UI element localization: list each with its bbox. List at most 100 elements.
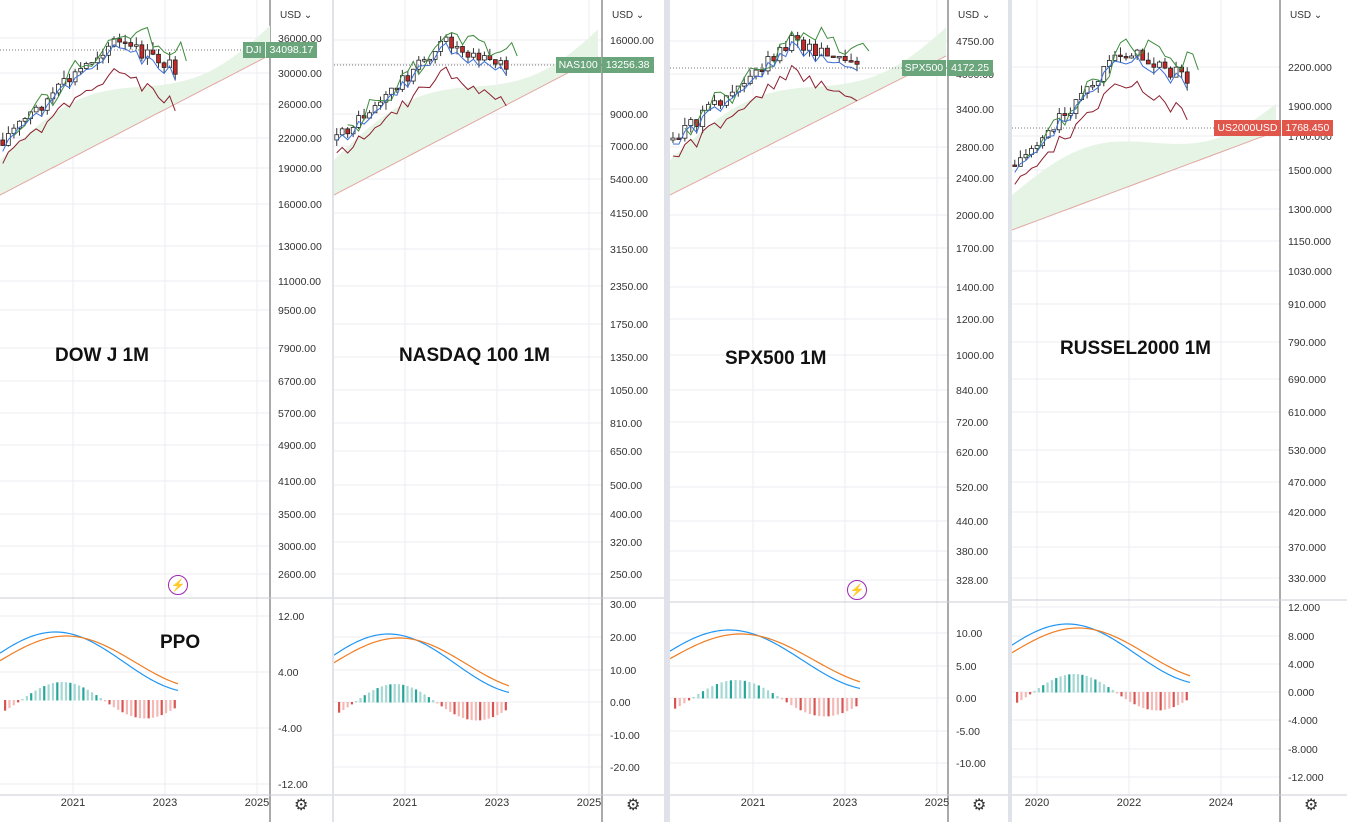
ppo-histogram-bar	[60, 682, 63, 701]
ppo-histogram-bar	[121, 700, 124, 713]
ichimoku-cloud	[0, 25, 270, 195]
ppo-signal-line	[0, 635, 179, 685]
price-tick-label: 2600.00	[278, 569, 316, 581]
ppo-histogram-bar	[414, 689, 418, 703]
price-tick-label: 1400.00	[956, 282, 994, 294]
ppo-histogram-bar	[25, 695, 28, 701]
ppo-histogram-bar	[855, 698, 858, 707]
ppo-histogram-bar	[156, 700, 159, 717]
ppo-histogram-bar	[1142, 692, 1145, 709]
panel-separator	[1008, 0, 1012, 822]
chart-svg-1: 36000.0030000.0026000.0022000.0019000.00…	[0, 0, 332, 822]
chart-panel-3: 4750.004000.003400.002800.002400.002000.…	[670, 0, 1008, 822]
indicator-tick-label: 10.00	[610, 665, 636, 677]
ppo-histogram-bar	[372, 690, 375, 703]
candle-body	[465, 51, 471, 58]
ppo-histogram-bar	[12, 700, 15, 706]
price-tick-label: 720.00	[956, 417, 988, 429]
ppo-histogram-bar	[376, 688, 379, 703]
currency-selector[interactable]: USD ⌄	[280, 10, 313, 21]
ppo-histogram-bar	[1081, 674, 1084, 693]
ppo-histogram-bar	[504, 702, 507, 711]
price-tick-label: 530.000	[1288, 445, 1326, 457]
ppo-histogram-bar	[117, 700, 120, 710]
ppo-histogram-bar	[692, 696, 695, 699]
ppo-line	[670, 629, 861, 689]
ppo-histogram-bar	[1155, 692, 1158, 711]
candle-body	[824, 47, 830, 57]
price-tick-label: 3150.00	[610, 244, 648, 256]
currency-selector[interactable]: USD ⌄	[1290, 10, 1323, 21]
price-tick-label: 2400.00	[956, 173, 994, 185]
ppo-histogram-bar	[1033, 690, 1036, 693]
ppo-line	[0, 631, 179, 691]
ppo-histogram-bar	[799, 698, 802, 711]
ppo-histogram-bar	[432, 699, 435, 703]
ppo-histogram-bar	[43, 686, 46, 701]
ppo-histogram-bar	[1124, 692, 1127, 700]
indicator-tick-label: -4.000	[1288, 715, 1318, 727]
ppo-histogram-bar	[1098, 681, 1101, 693]
price-tick-label: 1300.000	[1288, 204, 1332, 216]
ppo-histogram-bar	[427, 697, 430, 703]
ppo-histogram-bar	[1146, 692, 1149, 710]
currency-selector[interactable]: USD ⌄	[958, 10, 991, 21]
ppo-histogram-bar	[1103, 684, 1106, 693]
panel-separator	[664, 0, 670, 822]
ppo-histogram-bar	[346, 702, 349, 708]
gear-icon[interactable]: ⚙	[294, 797, 309, 814]
x-tick-label: 2021	[393, 797, 417, 809]
price-tick-label: 610.000	[1288, 407, 1326, 419]
price-tick-label: 7000.00	[610, 141, 648, 153]
ppo-histogram-bar	[134, 700, 137, 718]
indicator-tick-label: -10.00	[610, 730, 640, 742]
price-tick-label: 320.00	[610, 537, 642, 549]
ppo-histogram-bar	[1163, 692, 1167, 710]
indicator-tick-label: 5.00	[956, 661, 977, 673]
gear-icon[interactable]: ⚙	[1304, 797, 1319, 814]
ppo-histogram-bar	[808, 698, 812, 715]
candle-body	[443, 36, 449, 42]
conversion-line	[1014, 55, 1188, 173]
lightning-icon[interactable]: ⚡	[168, 575, 188, 595]
lightning-icon[interactable]: ⚡	[847, 580, 867, 600]
candle-body	[405, 75, 411, 82]
ppo-histogram-bar	[1063, 675, 1067, 693]
price-tick-label: 1200.00	[956, 314, 994, 326]
indicator-title: PPO	[160, 632, 201, 653]
candle-body	[670, 137, 676, 141]
ppo-histogram-bar	[1107, 687, 1110, 693]
ppo-histogram-bar	[804, 698, 807, 713]
price-tick-label: 16000.00	[610, 35, 654, 47]
ppo-histogram-bar	[419, 691, 422, 703]
chart-svg-4: 2200.0001900.0001700.0001500.0001300.000…	[1012, 0, 1347, 822]
price-tick-label: 650.00	[610, 446, 642, 458]
candle-body	[717, 100, 723, 106]
candle-body	[801, 39, 807, 51]
candle-body	[133, 44, 139, 47]
candle-body	[67, 78, 72, 83]
candle-body	[1012, 164, 1018, 167]
currency-selector[interactable]: USD ⌄	[612, 10, 645, 21]
gear-icon[interactable]: ⚙	[626, 797, 641, 814]
ppo-histogram-bar	[1133, 692, 1136, 705]
ppo-histogram-bar	[385, 685, 388, 703]
x-tick-label: 2024	[1209, 797, 1233, 809]
candle-body	[33, 106, 39, 113]
lagging-span-line	[684, 26, 870, 136]
price-tick-label: 330.000	[1288, 573, 1326, 585]
ppo-histogram-bar	[51, 683, 55, 701]
gear-icon[interactable]: ⚙	[972, 797, 987, 814]
price-tick-label: 3500.00	[278, 509, 316, 521]
ppo-histogram-bar	[1050, 680, 1053, 693]
candle-body	[712, 100, 718, 105]
ppo-histogram-bar	[30, 693, 33, 701]
lagging-span-line	[347, 32, 518, 132]
ppo-histogram-bar	[1150, 692, 1154, 711]
ppo-histogram-bar	[720, 682, 723, 699]
ppo-histogram-bar	[1181, 692, 1184, 703]
ppo-histogram-bar	[130, 700, 133, 717]
candle-body	[421, 59, 427, 62]
candle-body	[378, 101, 383, 106]
price-tick-label: 9000.00	[610, 109, 648, 121]
